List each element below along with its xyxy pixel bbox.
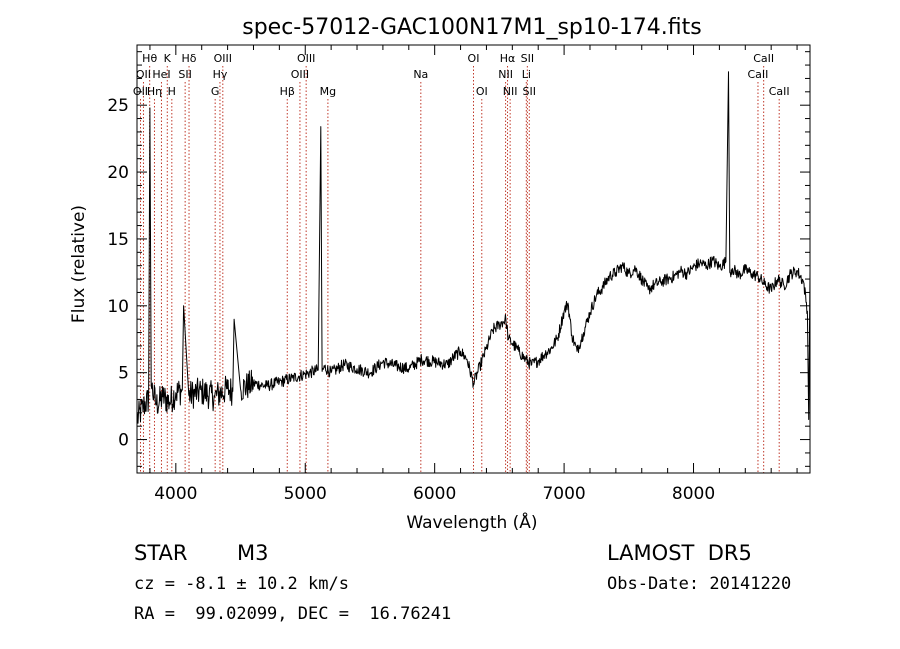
emission-line-markers xyxy=(139,66,780,473)
coordinates-text: RA = 99.02099, DEC = 16.76241 xyxy=(134,604,452,624)
line-label: Li xyxy=(522,68,531,81)
line-label: Na xyxy=(413,68,428,81)
y-tick-label: 15 xyxy=(107,230,129,250)
obs-date-text: Obs-Date: 20141220 xyxy=(607,574,792,594)
redshift-text: cz = -8.1 ± 10.2 km/s xyxy=(134,574,349,594)
y-tick-label: 20 xyxy=(107,163,129,183)
spectrum-line xyxy=(136,71,811,424)
line-label: Hβ xyxy=(280,85,295,98)
x-axis-ticks: 4000 5000 6000 7000 8000 xyxy=(149,45,798,504)
line-label: OII xyxy=(136,68,151,81)
line-label: OI xyxy=(476,85,488,98)
plot-frame xyxy=(136,44,811,474)
object-class: STAR xyxy=(134,541,188,565)
line-label: Hδ xyxy=(182,52,197,65)
y-tick-label: 0 xyxy=(118,431,129,451)
line-label: SII xyxy=(178,68,191,81)
x-axis-label: Wavelength (Å) xyxy=(406,511,537,533)
line-label: CaII xyxy=(753,52,774,65)
line-label: CaII xyxy=(769,85,790,98)
line-label: NII xyxy=(498,68,513,81)
line-label: SII xyxy=(521,52,534,65)
line-label: Hη xyxy=(147,85,162,98)
line-label: Hγ xyxy=(213,68,228,81)
line-label: OIII xyxy=(291,68,309,81)
x-tick-label: 6000 xyxy=(413,484,456,504)
line-label: NII xyxy=(503,85,518,98)
line-label: HeI xyxy=(152,68,170,81)
line-label: SII xyxy=(523,85,536,98)
line-label: OIII xyxy=(297,52,315,65)
object-subclass: M3 xyxy=(237,541,269,565)
emission-line-labels: OIIOIIHθHηHeIKHSIIHδGHγOIIIHβOIIIOIIIMgN… xyxy=(133,52,790,98)
x-tick-label: 8000 xyxy=(672,484,715,504)
line-label: Mg xyxy=(320,85,336,98)
line-label: Hθ xyxy=(142,52,157,65)
x-tick-label: 5000 xyxy=(284,484,327,504)
chart-title: spec-57012-GAC100N17M1_sp10-174.fits xyxy=(242,15,702,40)
line-label: OIII xyxy=(214,52,232,65)
y-tick-label: 10 xyxy=(107,297,129,317)
line-label: G xyxy=(211,85,220,98)
y-tick-label: 5 xyxy=(118,364,129,384)
y-tick-label: 25 xyxy=(107,96,129,116)
y-axis-ticks: 0 5 10 15 20 25 xyxy=(107,51,810,467)
line-label: OI xyxy=(468,52,480,65)
line-label: K xyxy=(164,52,172,65)
y-axis-label: Flux (relative) xyxy=(69,205,89,323)
line-label: Hα xyxy=(500,52,516,65)
survey-label: LAMOST DR5 xyxy=(607,541,752,565)
line-label: H xyxy=(168,85,176,98)
x-tick-label: 4000 xyxy=(154,484,197,504)
x-tick-label: 7000 xyxy=(542,484,585,504)
line-label: CaII xyxy=(748,68,769,81)
